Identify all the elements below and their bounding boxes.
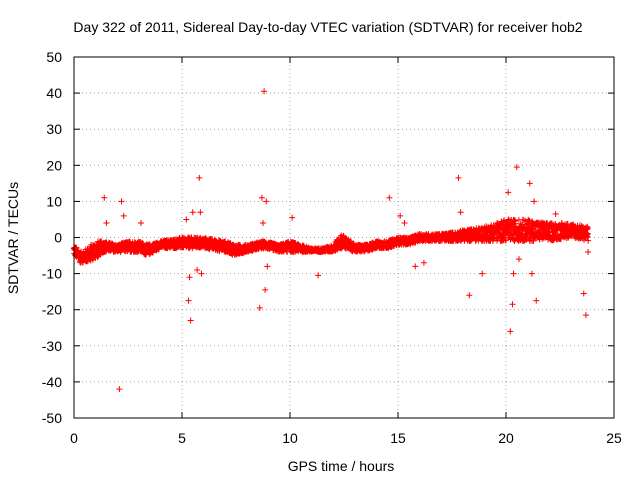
outlier-point xyxy=(505,189,512,196)
data-point xyxy=(564,220,571,227)
outlier-point xyxy=(137,220,144,227)
outlier-point xyxy=(531,198,538,205)
outlier-point xyxy=(386,194,393,201)
outlier-point xyxy=(187,317,194,324)
y-tick-label: 20 xyxy=(46,157,62,173)
x-tick-label: 10 xyxy=(282,430,298,446)
outlier-point xyxy=(103,220,110,227)
outlier-point xyxy=(258,194,265,201)
outlier-point xyxy=(466,292,473,299)
outlier-point xyxy=(260,220,266,227)
data-point xyxy=(142,251,149,258)
outlier-point xyxy=(185,297,192,304)
outlier-point xyxy=(455,174,462,181)
outlier-point xyxy=(262,286,269,293)
data-point xyxy=(584,224,591,231)
outlier-point xyxy=(533,297,540,304)
outlier-point xyxy=(118,198,125,205)
outlier-point xyxy=(397,212,404,219)
outlier-point xyxy=(526,180,533,187)
x-axis-label: GPS time / hours xyxy=(288,458,395,474)
x-tick-label: 0 xyxy=(70,430,78,446)
data-point xyxy=(109,241,116,248)
y-axis-label: SDTVAR / TECUs xyxy=(5,182,21,294)
outlier-point xyxy=(401,220,408,227)
outlier-point xyxy=(552,211,559,218)
x-tick-label: 20 xyxy=(498,430,514,446)
x-tick-label: 15 xyxy=(390,430,406,446)
outlier-point xyxy=(264,263,271,270)
axis-ticks: 0 5 10 15 20 25 -50 -40 -30 -20 -10 0 10 20 30 40 50 xyxy=(42,49,622,446)
y-tick-label: -50 xyxy=(42,410,62,426)
data-point xyxy=(585,237,592,244)
outlier-point xyxy=(183,216,190,223)
y-tick-label: -10 xyxy=(42,266,62,282)
outlier-point xyxy=(510,270,517,277)
outlier-point xyxy=(507,328,514,335)
outlier-point xyxy=(197,209,204,216)
outlier-point xyxy=(101,194,108,201)
outlier-point xyxy=(186,274,193,281)
outlier-point xyxy=(582,312,589,319)
y-tick-label: 50 xyxy=(46,49,62,65)
outlier-point xyxy=(116,386,123,393)
outlier-point xyxy=(509,301,516,308)
chart-title: Day 322 of 2011, Sidereal Day-to-day VTE… xyxy=(73,19,582,35)
outlier-point xyxy=(189,209,196,216)
outlier-point xyxy=(315,272,322,279)
y-tick-label: -30 xyxy=(42,338,62,354)
outlier-point xyxy=(289,214,296,221)
outlier-point xyxy=(585,248,592,255)
outlier-point xyxy=(198,270,205,277)
outlier-point xyxy=(261,88,268,95)
y-tick-label: -40 xyxy=(42,374,62,390)
x-tick-label: 5 xyxy=(178,430,186,446)
y-tick-label: 30 xyxy=(46,121,62,137)
outlier-point xyxy=(263,198,270,205)
outlier-point xyxy=(120,212,127,219)
outlier-point xyxy=(194,266,201,273)
data-point xyxy=(494,235,501,242)
outlier-point xyxy=(479,270,486,277)
y-tick-label: 0 xyxy=(54,230,62,246)
y-tick-label: -20 xyxy=(42,302,62,318)
x-tick-label: 25 xyxy=(606,430,622,446)
y-tick-label: 10 xyxy=(46,193,62,209)
outlier-point xyxy=(256,304,263,311)
outlier-point xyxy=(196,174,203,181)
outlier-point xyxy=(580,290,587,297)
outlier-point xyxy=(528,270,535,277)
y-tick-label: 40 xyxy=(46,85,62,101)
outlier-point xyxy=(420,259,427,266)
outlier-point xyxy=(412,263,419,270)
outlier-point xyxy=(457,209,464,216)
data-points xyxy=(70,88,592,393)
data-point xyxy=(584,230,591,237)
outlier-point xyxy=(513,164,520,171)
outlier-point xyxy=(515,256,522,263)
